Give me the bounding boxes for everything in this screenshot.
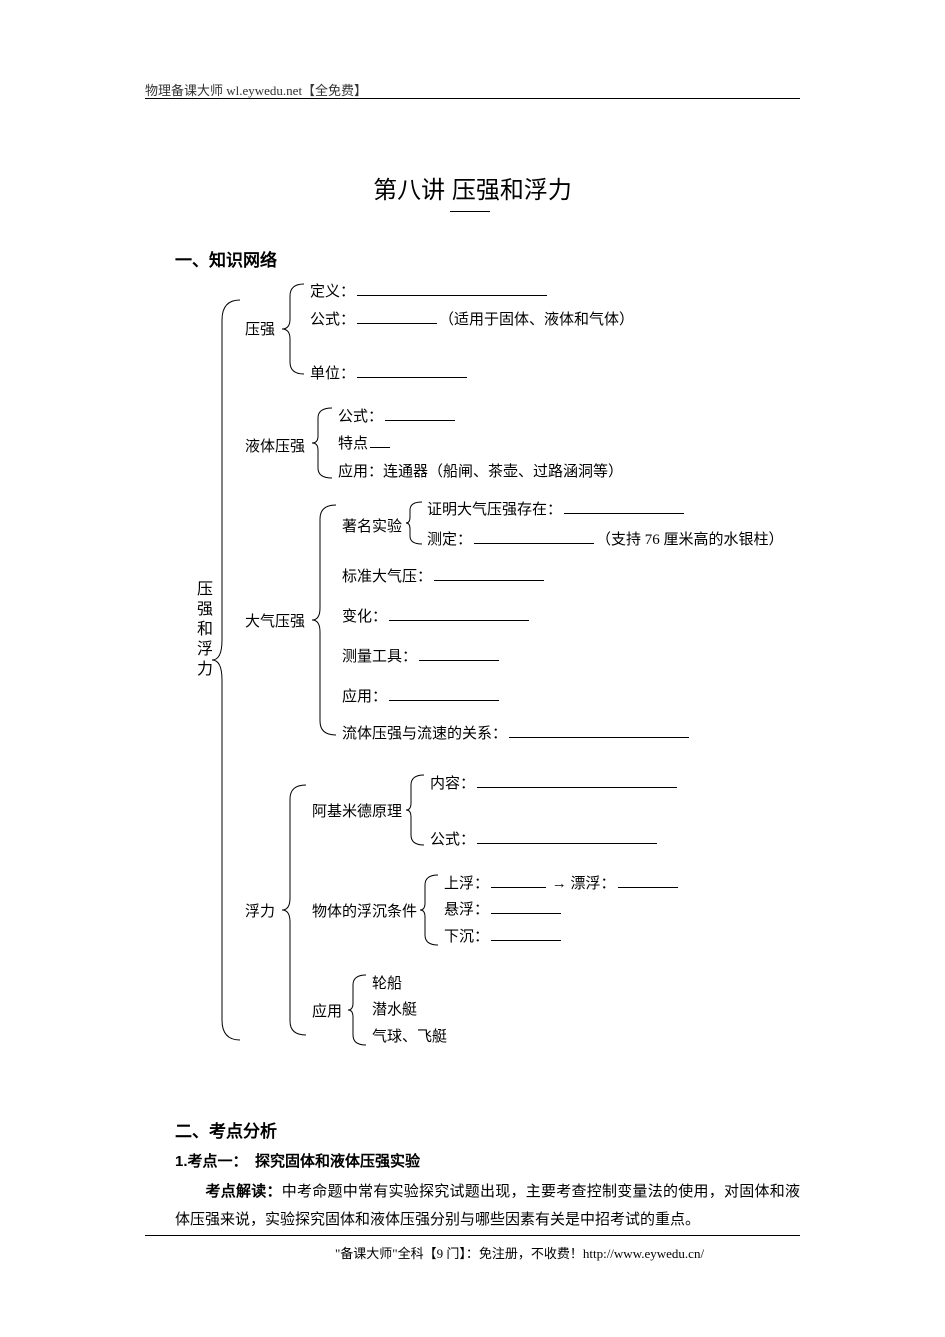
- node-s-up: 上浮： → 漂浮：: [444, 872, 680, 893]
- footer-rule: [145, 1235, 800, 1236]
- bracket-liquid: [312, 408, 334, 478]
- node-a-flow: 流体压强与流速的关系：: [342, 722, 691, 743]
- node-liquid: 液体压强: [245, 435, 305, 456]
- node-buoy: 浮力: [245, 900, 275, 921]
- section1-title: 一、知识网络: [175, 246, 277, 271]
- page-header: 物理备课大师 wl.eywedu.net【全免费】: [145, 80, 367, 99]
- knowledge-tree: 压强和浮力 压强 定义： 公式：（适用于固体、液体和气体） 单位： 液体压强 公…: [190, 280, 810, 1080]
- bracket-atm: [312, 505, 338, 735]
- section2-body: 考点解读：中考命题中常有实验探究试题出现，主要考查控制变量法的使用，对固体和液体…: [175, 1178, 800, 1234]
- node-a-exp1: 证明大气压强存在：: [427, 498, 686, 519]
- node-l-feature: 特点: [338, 432, 392, 453]
- node-a-change: 变化：: [342, 605, 531, 626]
- node-a-tool: 测量工具：: [342, 645, 501, 666]
- node-a-exp2: 测定：（支持 76 厘米高的水银柱）: [427, 528, 784, 549]
- node-arch-content: 内容：: [430, 772, 679, 793]
- page-title: 第八讲 压强和浮力: [373, 170, 572, 205]
- bracket-b-app: [348, 975, 368, 1045]
- node-b-app3: 气球、飞艇: [372, 1025, 447, 1046]
- node-a-std: 标准大气压：: [342, 565, 546, 586]
- node-b-app2: 潜水艇: [372, 998, 417, 1019]
- bracket-buoy: [282, 785, 308, 1035]
- node-arch-formula: 公式：: [430, 828, 659, 849]
- node-l-app: 应用：连通器（船闸、茶壶、过路涵洞等）: [338, 460, 623, 481]
- node-a-exp: 著名实验: [342, 515, 402, 536]
- section2-sub: 1.考点一： 探究固体和液体压强实验: [175, 1148, 800, 1176]
- node-pressure: 压强: [245, 318, 275, 339]
- root-label: 压强和浮力: [190, 580, 214, 680]
- node-a-app: 应用：: [342, 685, 501, 706]
- title-wrap: 第八讲 压强和浮力: [0, 170, 945, 212]
- bracket-a-exp: [406, 502, 424, 544]
- node-p-def: 定义：: [310, 280, 549, 301]
- header-rule: [145, 98, 800, 99]
- node-s-susp: 悬浮：: [444, 898, 563, 919]
- node-l-formula: 公式：: [338, 405, 457, 426]
- section2-title: 二、考点分析: [175, 1118, 800, 1146]
- node-b-app: 应用: [312, 1000, 342, 1021]
- node-p-formula: 公式：（适用于固体、液体和气体）: [310, 308, 634, 329]
- node-b-app1: 轮船: [372, 972, 402, 993]
- bracket-sink: [420, 875, 440, 945]
- bracket-pressure: [282, 284, 306, 374]
- title-underline: [450, 211, 490, 212]
- bracket-root: [212, 300, 242, 1040]
- node-s-down: 下沉：: [444, 925, 563, 946]
- section2: 二、考点分析 1.考点一： 探究固体和液体压强实验 考点解读：中考命题中常有实验…: [175, 1118, 800, 1234]
- node-arch: 阿基米德原理: [312, 800, 402, 821]
- bracket-arch: [406, 775, 426, 845]
- node-p-unit: 单位：: [310, 362, 469, 383]
- page-footer: "备课大师"全科【9 门】：免注册，不收费！http://www.eywedu.…: [335, 1243, 704, 1262]
- node-sink: 物体的浮沉条件: [312, 900, 417, 921]
- node-atm: 大气压强: [245, 610, 305, 631]
